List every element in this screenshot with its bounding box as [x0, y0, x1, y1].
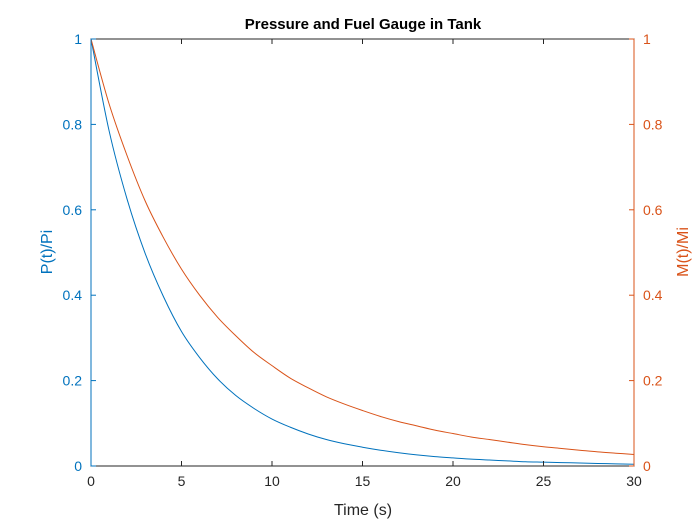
- left-tick-label: 0: [74, 458, 82, 474]
- x-tick-label: 0: [87, 473, 95, 489]
- left-tick-label: 1: [74, 31, 82, 47]
- right-tick-label: 1: [643, 31, 651, 47]
- left-tick-label: 0.6: [63, 202, 83, 218]
- x-tick-label: 30: [626, 473, 642, 489]
- left-axis-label: P(t)/Pi: [39, 230, 56, 274]
- x-tick-label: 25: [536, 473, 552, 489]
- x-tick-label: 5: [178, 473, 186, 489]
- left-axis-ticks: 0 0.2 0.4 0.6 0.8 1: [63, 31, 96, 474]
- right-tick-label: 0.6: [643, 202, 663, 218]
- right-tick-label: 0.4: [643, 287, 663, 303]
- right-tick-label: 0: [643, 458, 651, 474]
- pressure-ratio-line: [90, 38, 635, 465]
- right-tick-label: 0.8: [643, 116, 663, 132]
- right-axis-ticks: 0 0.2 0.4 0.6 0.8 1: [629, 31, 663, 474]
- x-tick-label: 20: [445, 473, 461, 489]
- right-tick-label: 0.2: [643, 373, 663, 389]
- right-axis-label: M(t)/Mi: [675, 227, 692, 277]
- left-tick-label: 0.4: [63, 287, 83, 303]
- mass-ratio-line: [90, 38, 635, 455]
- left-tick-label: 0.2: [63, 373, 83, 389]
- x-axis-label: Time (s): [334, 502, 392, 519]
- left-tick-label: 0.8: [63, 116, 83, 132]
- x-tick-label: 15: [355, 473, 371, 489]
- plot-box: [90, 38, 635, 467]
- x-axis-ticks: 0 5 10 15 20 25 30: [87, 39, 642, 489]
- chart-title: Pressure and Fuel Gauge in Tank: [245, 16, 482, 33]
- x-tick-label: 10: [264, 473, 280, 489]
- plot-series-group: [90, 38, 635, 465]
